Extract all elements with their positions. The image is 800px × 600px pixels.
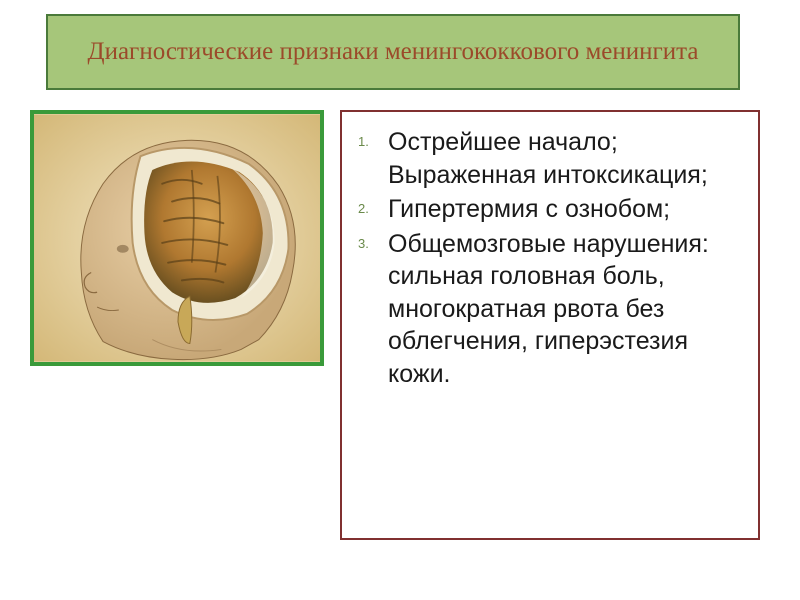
- list-item: Острейшее начало; Выраженная интоксикаци…: [388, 126, 746, 191]
- symptoms-list-box: Острейшее начало; Выраженная интоксикаци…: [340, 110, 760, 540]
- title-text: Диагностические признаки менингококковог…: [88, 36, 699, 67]
- title-banner: Диагностические признаки менингококковог…: [46, 14, 740, 90]
- list-item: Гипертермия с ознобом;: [388, 193, 746, 226]
- symptoms-list: Острейшее начало; Выраженная интоксикаци…: [354, 126, 746, 390]
- head-cutaway-icon: [34, 114, 320, 362]
- list-item: Общемозговые нарушения: сильная головная…: [388, 228, 746, 391]
- medical-illustration: [30, 110, 324, 366]
